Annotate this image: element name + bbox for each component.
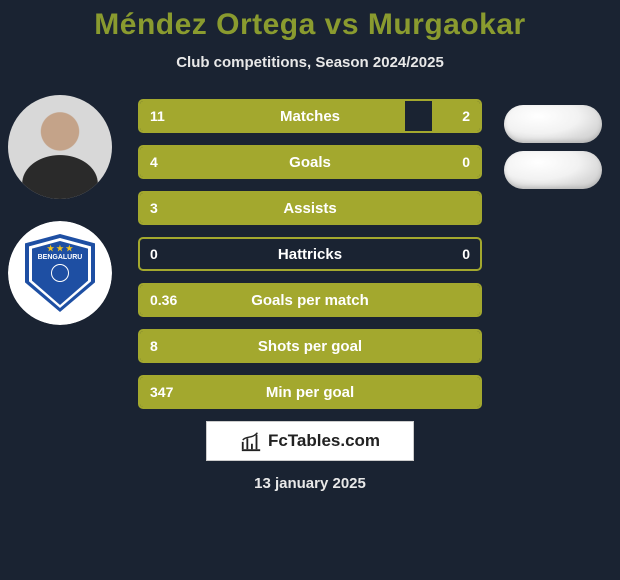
opponent-placeholder-2 [504, 151, 602, 189]
stat-label: Shots per goal [140, 338, 480, 355]
stat-value-right: 0 [462, 154, 470, 170]
stat-row: 0Hattricks0 [138, 237, 482, 271]
club-name: BENGALURU [38, 254, 83, 261]
player-avatar [8, 95, 112, 199]
football-icon [51, 264, 69, 282]
page-title: Méndez Ortega vs Murgaokar [0, 0, 620, 42]
stats-bars: 11Matches24Goals03Assists0Hattricks00.36… [138, 99, 482, 409]
brand-badge: FcTables.com [206, 421, 414, 461]
stat-value-right: 0 [462, 246, 470, 262]
shield-icon: ★ ★ ★ BENGALURU [8, 221, 112, 325]
stat-label: Hattricks [140, 246, 480, 263]
stat-label: Goals [140, 154, 480, 171]
stat-value-right: 2 [462, 108, 470, 124]
stat-label: Matches [140, 108, 480, 125]
stat-label: Assists [140, 200, 480, 217]
brand-text: FcTables.com [268, 431, 380, 451]
stat-label: Goals per match [140, 292, 480, 309]
person-icon [8, 95, 112, 199]
stars-icon: ★ ★ ★ [47, 244, 73, 253]
stat-row: 8Shots per goal [138, 329, 482, 363]
stat-label: Min per goal [140, 384, 480, 401]
comparison-panel: ★ ★ ★ BENGALURU 11Matches2 4Goals0 3Assist… [0, 99, 620, 409]
stat-row: 3Assists [138, 191, 482, 225]
club-logo: ★ ★ ★ BENGALURU [8, 221, 112, 325]
stat-row: 11Matches2 [138, 99, 482, 133]
opponent-placeholder-1 [504, 105, 602, 143]
date-label: 13 january 2025 [0, 475, 620, 492]
stat-row: 0.36Goals per match [138, 283, 482, 317]
subtitle: Club competitions, Season 2024/2025 [0, 54, 620, 71]
stat-row: 347Min per goal [138, 375, 482, 409]
bar-chart-icon [240, 430, 262, 452]
stat-row: 4Goals0 [138, 145, 482, 179]
